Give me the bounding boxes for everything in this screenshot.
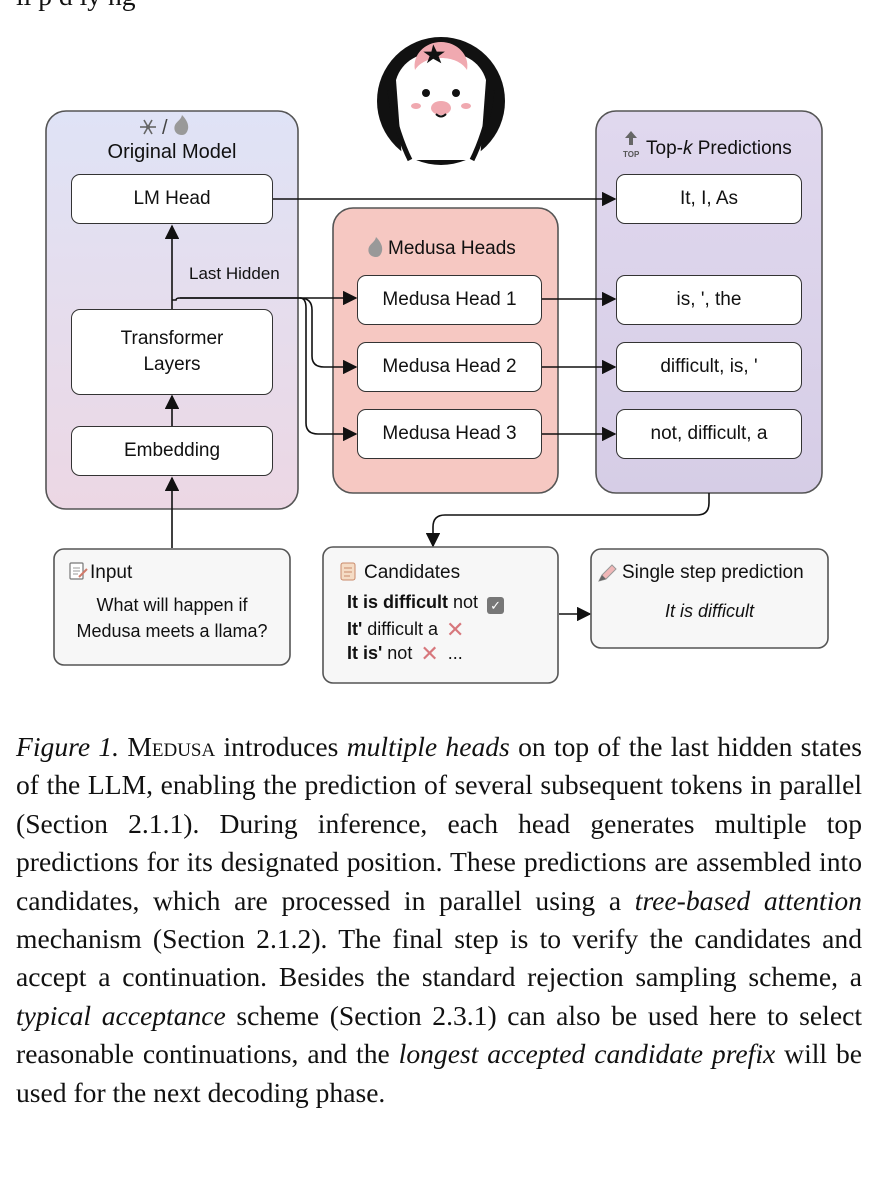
- caption-model-name: Medusa: [127, 731, 216, 762]
- candidates-panel: [322, 546, 559, 684]
- transformer-line2: Layers: [143, 354, 201, 375]
- candidate-3-rest: not: [382, 643, 413, 663]
- topk-title-k: k: [682, 138, 693, 159]
- candidate-row-3: It is' not ✕ ...: [347, 641, 463, 667]
- original-model-title: Original Model: [107, 141, 237, 163]
- cross-icon: ✕: [420, 641, 439, 666]
- medusa-head-2: Medusa Head 2: [357, 342, 542, 392]
- caption-emph-2: tree-based attention: [634, 884, 862, 916]
- check-icon: ✓: [487, 597, 505, 614]
- input-panel: [53, 548, 291, 666]
- last-hidden-label: Last Hidden: [189, 264, 280, 283]
- prediction-head-1: is, ', the: [616, 275, 802, 325]
- figure-caption: Figure 1. Medusa introduces multiple hea…: [16, 728, 862, 1112]
- candidate-row-1: It is difficult not ✓: [347, 592, 505, 614]
- scroll-icon: [340, 562, 356, 581]
- candidate-3-bold: It is': [347, 643, 383, 663]
- caption-emph-4: longest accepted candidate prefix: [398, 1038, 776, 1070]
- candidate-1-rest: not: [448, 592, 479, 612]
- input-line2: Medusa meets a llama?: [76, 621, 268, 641]
- slash-separator: /: [162, 117, 168, 139]
- pencil-icon: [598, 564, 617, 582]
- arrow-hidden-head3: [299, 297, 358, 442]
- flame-icon: [174, 115, 189, 135]
- candidate-2-bold: It': [347, 619, 363, 639]
- top-icon-label: TOP: [623, 150, 640, 159]
- medusa-head-3: Medusa Head 3: [357, 409, 542, 459]
- document-icon: [69, 562, 88, 580]
- transformer-layers-box: Transformer Layers: [71, 309, 273, 395]
- caption-text-3: mechanism (Section 2.1.2). The final ste…: [16, 923, 862, 993]
- caption-emph-1: multiple heads: [346, 731, 510, 762]
- arrow-hidden-head2: [180, 297, 358, 375]
- prediction-head-2: difficult, is, ': [616, 342, 802, 392]
- topk-title-suffix: Predictions: [692, 138, 792, 159]
- embedding-box: Embedding: [71, 426, 273, 476]
- candidate-2-rest: difficult a: [362, 619, 438, 639]
- input-title: Input: [90, 562, 133, 583]
- candidate-3-tail: ...: [442, 643, 463, 663]
- snowflake-icon: [140, 119, 156, 135]
- candidate-1-bold: It is difficult: [347, 592, 448, 612]
- caption-emph-3: typical acceptance: [16, 999, 226, 1031]
- single-step-title: Single step prediction: [622, 562, 804, 583]
- input-line1: What will happen if: [96, 595, 248, 615]
- prediction-lm-head: It, I, As: [616, 174, 802, 224]
- topk-title: Top-k Predictions: [646, 138, 792, 160]
- candidates-title: Candidates: [364, 562, 461, 583]
- top-icon: [625, 131, 637, 145]
- topk-title-prefix: Top-: [646, 138, 683, 159]
- cross-icon: ✕: [446, 617, 465, 642]
- single-step-panel: [590, 548, 829, 649]
- medusa-diagram: /: [45, 37, 829, 684]
- caption-text-1: introduces: [215, 731, 347, 762]
- medusa-head-1: Medusa Head 1: [357, 275, 542, 325]
- caption-text-2: on top of the last hidden states of the …: [16, 731, 862, 916]
- caption-text-4: scheme (Section 2.3.1) can also be used …: [16, 999, 862, 1070]
- transformer-line1: Transformer: [120, 328, 224, 349]
- medusa-flame-icon: [368, 237, 383, 257]
- top-cut-text: ll p d ly ng: [16, 0, 136, 12]
- single-step-value: It is difficult: [664, 601, 755, 621]
- arrow-topk-candidates: [425, 493, 710, 548]
- caption-label: Figure 1.: [16, 731, 120, 762]
- llama-logo: [377, 37, 505, 165]
- arrow-hidden-head1: [172, 290, 358, 306]
- medusa-heads-title: Medusa Heads: [388, 238, 516, 259]
- candidate-row-2: It' difficult a ✕: [347, 617, 464, 643]
- lm-head-box: LM Head: [71, 174, 273, 224]
- prediction-head-3: not, difficult, a: [616, 409, 802, 459]
- caption-text-5: will be used for the next decoding phase…: [16, 1038, 862, 1108]
